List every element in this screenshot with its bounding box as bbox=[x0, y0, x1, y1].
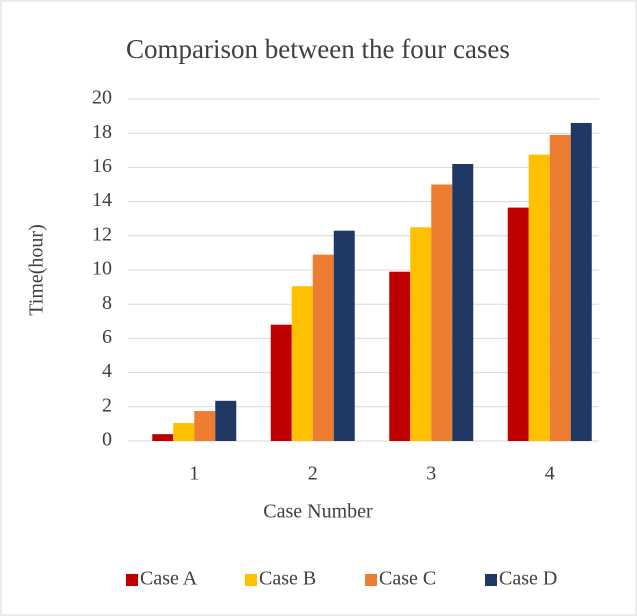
y-tick-label: 4 bbox=[102, 360, 112, 382]
y-tick-label: 6 bbox=[102, 326, 112, 348]
y-tick-label: 12 bbox=[92, 223, 112, 245]
y-tick-label: 10 bbox=[92, 258, 112, 280]
bar bbox=[528, 154, 550, 441]
legend-label: Case A bbox=[140, 568, 198, 590]
y-tick-label: 2 bbox=[102, 394, 112, 416]
x-tick-label: 1 bbox=[189, 463, 199, 485]
bar bbox=[549, 134, 571, 441]
x-axis-label: Case Number bbox=[263, 501, 373, 523]
bar bbox=[570, 122, 592, 441]
bar bbox=[215, 400, 237, 441]
legend-swatch bbox=[485, 574, 497, 586]
legend-swatch bbox=[365, 574, 377, 586]
y-axis-label: Time(hour) bbox=[26, 224, 48, 315]
bar bbox=[152, 434, 174, 441]
y-tick-label: 0 bbox=[102, 429, 112, 451]
bar bbox=[173, 423, 195, 441]
x-tick-label: 2 bbox=[308, 463, 318, 485]
bar bbox=[312, 254, 334, 441]
legend-label: Case C bbox=[379, 568, 436, 590]
legend-swatch bbox=[245, 574, 257, 586]
bar bbox=[507, 207, 529, 441]
legend-label: Case B bbox=[259, 568, 316, 590]
bar bbox=[291, 286, 313, 441]
y-tick-label: 18 bbox=[92, 121, 112, 143]
x-tick-label: 4 bbox=[545, 463, 555, 485]
bar bbox=[452, 163, 474, 442]
chart-title: Comparison between the four cases bbox=[126, 34, 510, 64]
legend-label: Case D bbox=[499, 568, 557, 590]
y-tick-label: 8 bbox=[102, 292, 112, 314]
x-tick-label: 3 bbox=[426, 463, 436, 485]
bar bbox=[194, 411, 216, 441]
bar bbox=[389, 271, 411, 441]
bar bbox=[270, 324, 292, 441]
bar bbox=[333, 230, 355, 441]
bar bbox=[410, 227, 432, 441]
legend-swatch bbox=[126, 574, 138, 586]
y-tick-label: 16 bbox=[92, 155, 112, 177]
y-tick-label: 20 bbox=[92, 87, 112, 109]
bar bbox=[431, 184, 453, 441]
y-tick-label: 14 bbox=[92, 189, 112, 211]
